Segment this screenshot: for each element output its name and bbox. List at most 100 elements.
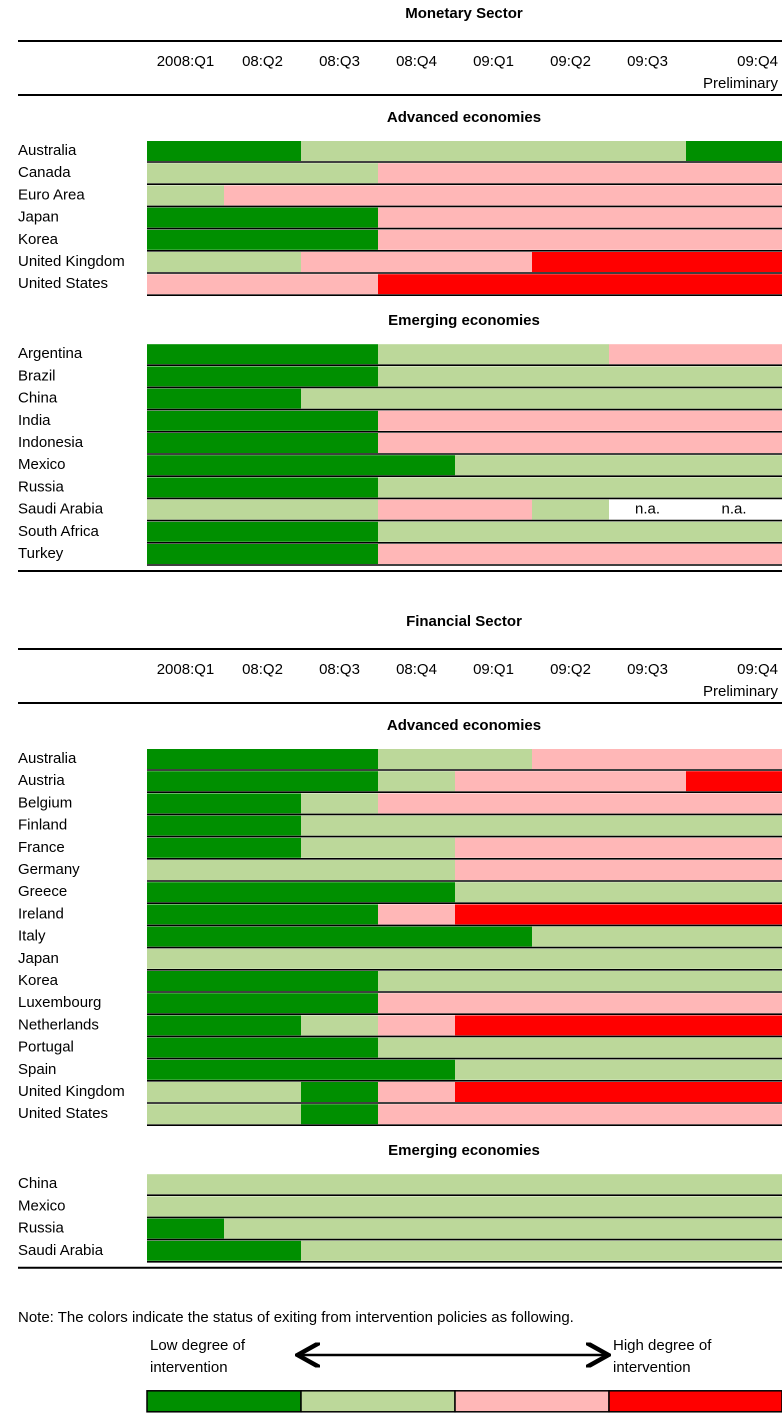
status-cell [378,771,455,792]
status-cell [455,366,532,387]
status-cell [609,749,686,769]
status-cell [147,1104,224,1125]
status-cell [686,477,782,498]
status-cell [532,141,609,161]
status-cell [378,544,455,564]
status-cell [609,185,686,206]
status-cell [609,229,686,250]
status-cell [224,388,301,409]
status-cell [378,882,455,903]
status-cell [455,229,532,250]
status-cell [455,860,532,880]
status-cell [455,1037,532,1058]
status-cell [455,1015,532,1036]
status-cell [224,141,301,161]
status-cell [686,1104,782,1125]
status-cell [455,837,532,858]
status-cell [224,749,301,769]
row-label: Mexico [18,1197,66,1214]
status-cell [378,521,455,542]
status-cell [224,433,301,453]
column-header: 09:Q4 [737,661,778,678]
legend-swatch [146,1390,302,1413]
status-cell [532,1196,609,1217]
status-cell [609,1174,686,1195]
status-cell [609,207,686,228]
status-cell [686,1218,782,1239]
status-cell [686,971,782,991]
status-cell [378,410,455,431]
status-cell [532,1059,609,1080]
row-label: Greece [18,883,67,900]
status-cell [301,926,378,947]
status-cell [147,410,224,431]
status-cell [455,274,532,295]
status-cell [147,521,224,542]
row-label: Portugal [18,1039,74,1056]
status-cell [532,366,609,387]
status-cell [455,433,532,453]
status-cell [301,455,378,476]
status-cell [609,455,686,476]
status-cell [224,993,301,1014]
status-cell [532,771,609,792]
status-cell [532,860,609,880]
status-cell [224,477,301,498]
status-cell [147,274,224,295]
status-cell [686,837,782,858]
status-cell [532,904,609,925]
status-cell [147,1015,224,1036]
row-label: Korea [18,972,59,989]
row-label: China [18,1175,58,1192]
status-cell [301,749,378,769]
status-cell [532,1015,609,1036]
status-cell [301,1196,378,1217]
status-cell [224,207,301,228]
status-cell [224,948,301,969]
status-cell [224,1240,301,1261]
status-cell [378,860,455,880]
status-cell [147,544,224,564]
status-cell [224,882,301,903]
status-cell [532,433,609,453]
status-cell [301,185,378,206]
status-cell [455,1082,532,1102]
status-cell [224,185,301,206]
status-cell [532,229,609,250]
na-cell: n.a. [721,501,746,518]
status-cell [686,455,782,476]
status-cell [532,882,609,903]
status-cell [147,477,224,498]
status-cell [609,926,686,947]
legend-high-label: intervention [613,1359,691,1376]
status-cell [532,521,609,542]
status-cell [686,1240,782,1261]
status-cell [224,410,301,431]
legend-swatch [300,1390,456,1413]
status-cell [686,904,782,925]
status-cell [301,410,378,431]
status-cell [686,433,782,453]
status-cell [532,993,609,1014]
row-label: Australia [18,142,77,159]
status-cell [224,1082,301,1102]
row-label: Korea [18,231,59,248]
column-header: 08:Q2 [242,53,283,70]
status-cell [224,344,301,365]
status-cell [686,252,782,272]
status-cell [455,1196,532,1217]
status-cell [609,344,686,365]
status-cell [301,521,378,542]
status-cell [609,274,686,295]
status-cell [378,1082,455,1102]
status-cell [378,1059,455,1080]
status-cell [147,455,224,476]
status-cell [455,455,532,476]
column-header: 08:Q3 [319,53,360,70]
status-cell [532,388,609,409]
status-cell [147,366,224,387]
status-cell [532,185,609,206]
group-title: Advanced economies [387,717,541,734]
status-cell [301,499,378,520]
